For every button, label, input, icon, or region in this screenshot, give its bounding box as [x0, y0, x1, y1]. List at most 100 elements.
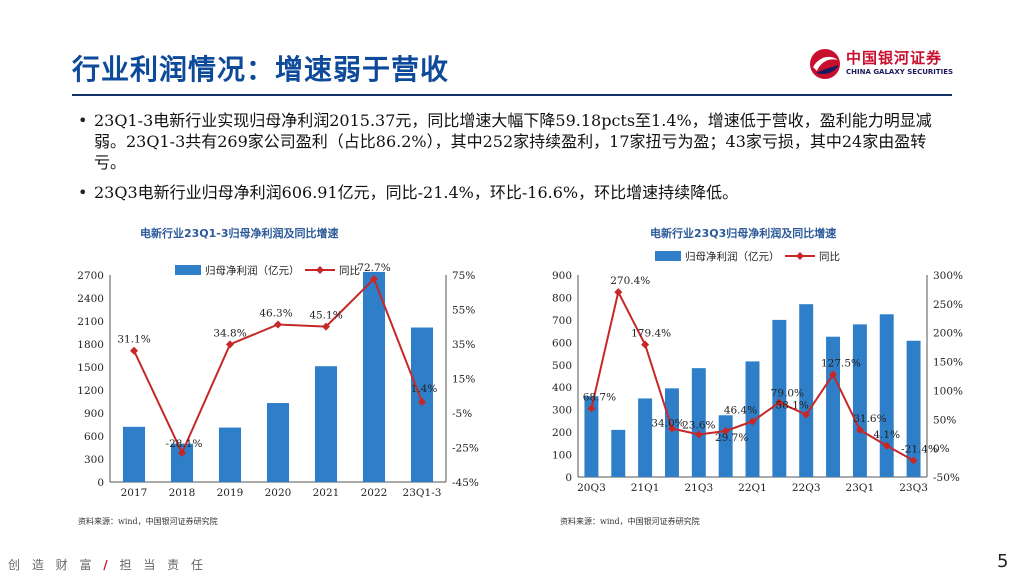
chart-right-source: 资料来源：wind，中国银河证券研究院 [560, 517, 700, 526]
x-tick-label: 2018 [169, 487, 196, 499]
legend-line-label: 同比 [339, 264, 360, 277]
bar [122, 426, 146, 482]
legend-line-marker [796, 252, 804, 260]
y-left-tick-label: 1200 [77, 385, 104, 397]
footer-motto-right: 担 当 责 任 [119, 558, 207, 572]
y-left-tick-label: 100 [552, 450, 572, 462]
data-label: 270.4% [610, 275, 650, 287]
legend-bar-label: 归母净利润（亿元） [685, 250, 780, 263]
line-marker [802, 410, 811, 419]
brand-name-en: CHINA GALAXY SECURITIES [846, 68, 954, 76]
y-right-tick-label: 50% [933, 414, 956, 426]
y-left-tick-label: 600 [84, 431, 104, 443]
chart-left-title: 电新行业23Q1-3归母净利润及同比增速 [140, 227, 339, 240]
y-right-tick-label: 75% [452, 270, 475, 282]
x-tick-label: 22Q1 [738, 482, 767, 494]
data-label: 127.5% [821, 358, 861, 370]
line-marker [909, 456, 918, 465]
data-label: 72.7% [357, 262, 390, 274]
y-right-tick-label: 0% [933, 443, 950, 455]
legend-bar-swatch [655, 251, 681, 261]
y-right-tick-label: 15% [452, 374, 475, 386]
data-label: 31.6% [853, 413, 886, 425]
bar [266, 403, 290, 482]
y-right-tick-label: -50% [933, 472, 960, 484]
legend-line-marker [316, 266, 324, 274]
footer-slash: / [103, 558, 112, 572]
y-left-tick-label: 700 [552, 315, 572, 327]
brand-name-cn: 中国银河证券 [846, 49, 943, 67]
bar [799, 304, 814, 477]
line-marker [322, 322, 330, 331]
bar [772, 319, 787, 477]
bar [718, 415, 733, 477]
title-divider [72, 94, 952, 96]
galaxy-logo-icon [810, 49, 840, 79]
y-left-tick-label: 200 [552, 427, 572, 439]
line-marker [226, 340, 234, 349]
x-tick-label: 21Q1 [631, 482, 660, 494]
bullet-item: 23Q3电新行业归母净利润606.91亿元，同比-21.4%，环比-16.6%，… [78, 182, 958, 203]
bar [314, 366, 338, 482]
data-label: -28.1% [166, 438, 203, 450]
line-marker [641, 340, 650, 349]
bar [826, 336, 841, 477]
line-marker [587, 404, 596, 413]
bar [362, 271, 386, 482]
bar [906, 340, 921, 477]
y-left-tick-label: 2400 [77, 293, 104, 305]
x-tick-label: 2021 [313, 487, 340, 499]
bar [664, 388, 679, 477]
bar [218, 427, 242, 482]
footer-motto-left: 创 造 财 富 [8, 558, 96, 572]
data-label: 4.1% [873, 429, 900, 441]
line-marker [667, 424, 676, 433]
line-marker [721, 427, 730, 436]
y-right-tick-label: -25% [452, 443, 479, 455]
y-right-tick-label: 35% [452, 339, 475, 351]
line-marker [178, 448, 186, 457]
bar [879, 314, 894, 477]
y-left-tick-label: 1800 [77, 339, 104, 351]
data-label: 46.4% [724, 404, 757, 416]
bar [638, 398, 653, 477]
data-label: 179.4% [631, 328, 671, 340]
legend-bar-swatch [175, 265, 201, 275]
x-tick-label: 23Q1 [846, 482, 875, 494]
footer-motto: 创 造 财 富 / 担 当 责 任 [8, 556, 207, 573]
line-marker [370, 274, 378, 283]
bar [691, 368, 706, 477]
x-tick-label: 22Q3 [792, 482, 821, 494]
x-tick-label: 2020 [265, 487, 292, 499]
bar [584, 396, 599, 477]
brand-logo: 中国银河证券 CHINA GALAXY SECURITIES [808, 44, 958, 84]
data-label: 58.1% [776, 400, 809, 412]
chart-right: 0 100 200 300 400 500 600 700 800 900 -50% 0% 50% 100… [552, 250, 963, 494]
y-right-tick-label: -45% [452, 477, 479, 489]
data-label: 45.1% [309, 310, 342, 322]
y-right-tick-label: 55% [452, 305, 475, 317]
y-left-tick-label: 300 [84, 454, 104, 466]
line-marker [418, 397, 426, 406]
y-left-tick-label: 900 [84, 408, 104, 420]
bar [170, 443, 194, 482]
chart-left-source: 资料来源：wind，中国银河证券研究院 [78, 517, 218, 526]
data-label: -21.4% [901, 443, 938, 455]
bar [611, 429, 626, 477]
x-tick-label: 23Q3 [899, 482, 928, 494]
y-left-tick-label: 900 [552, 270, 572, 282]
y-left-tick-label: 800 [552, 292, 572, 304]
data-label: 34.0% [651, 418, 684, 430]
data-label: 34.8% [213, 327, 246, 339]
data-label: 23.6% [682, 420, 715, 432]
line-marker [694, 430, 703, 439]
y-right-tick-label: 200% [933, 328, 963, 340]
y-right-tick-label: -5% [452, 408, 472, 420]
chart-left: 0 300 600 900 1200 1500 1800 2100 2400 2700 -45% -2… [77, 262, 479, 499]
line-marker [882, 441, 891, 450]
y-left-tick-label: 0 [565, 472, 572, 484]
page-title: 行业利润情况：增速弱于营收 [72, 53, 450, 86]
y-right-tick-label: 250% [933, 299, 963, 311]
y-left-tick-label: 2100 [77, 316, 104, 328]
bullet-item: 23Q1-3电新行业实现归母净利润2015.37元，同比增速大幅下降59.18p… [78, 110, 958, 173]
